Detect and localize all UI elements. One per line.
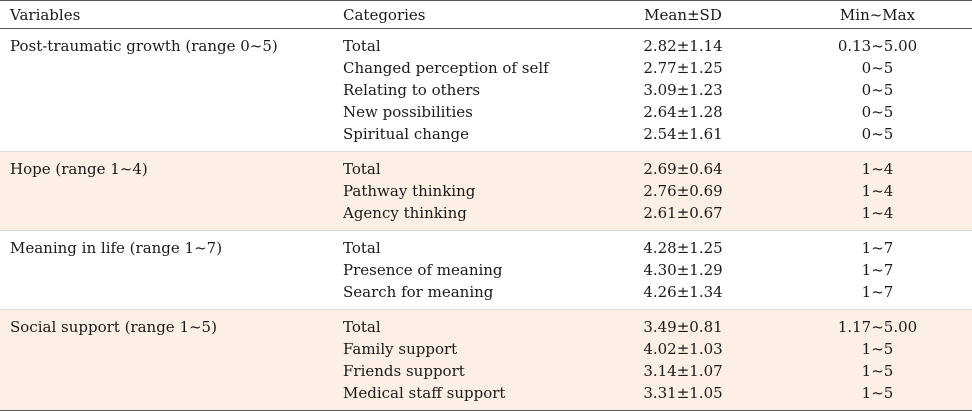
mean-sd-value: 2.76±0.69 [643, 182, 723, 200]
mean-sd-value: 2.64±1.28 [643, 103, 723, 121]
table-header: Variables Categories Mean±SD Min~Max [0, 0, 972, 29]
min-max-value: 1~7 [861, 239, 894, 257]
min-max-value: 1~5 [861, 340, 894, 358]
mean-sd-cell: 4.28±1.25 4.30±1.29 4.26±1.34 [583, 230, 783, 310]
category-label: Spiritual change [343, 125, 469, 143]
header-row: Variables Categories Mean±SD Min~Max [0, 0, 972, 29]
min-max-value: 1~7 [861, 283, 894, 301]
mean-sd-value: 4.28±1.25 [643, 239, 723, 257]
mean-sd-cell: 2.69±0.64 2.76±0.69 2.61±0.67 [583, 151, 783, 231]
category-label: Total [343, 37, 381, 55]
min-max-value: 1~4 [861, 204, 894, 222]
categories-cell: Total Changed perception of self Relatin… [333, 29, 583, 152]
min-max-value: 0~5 [861, 103, 894, 121]
category-label: Family support [343, 340, 458, 358]
variable-cell: Social support (range 1~5) [0, 309, 333, 411]
category-label: Friends support [343, 362, 465, 380]
min-max-value: 1~7 [861, 261, 894, 279]
header-mean-sd: Mean±SD [583, 0, 783, 29]
variable-cell: Meaning in life (range 1~7) [0, 230, 333, 310]
min-max-value: 1~5 [861, 362, 894, 380]
category-label: Agency thinking [343, 204, 467, 222]
mean-sd-value: 2.82±1.14 [643, 37, 723, 55]
min-max-value: 1.17~5.00 [837, 318, 918, 336]
min-max-value: 1~4 [861, 182, 894, 200]
category-label: Total [343, 318, 381, 336]
mean-sd-value: 3.49±0.81 [643, 318, 723, 336]
min-max-value: 0.13~5.00 [837, 37, 918, 55]
mean-sd-value: 3.09±1.23 [643, 81, 723, 99]
mean-sd-value: 2.54±1.61 [643, 125, 723, 143]
min-max-cell: 1~7 1~7 1~7 [783, 230, 972, 310]
category-label: Pathway thinking [343, 182, 476, 200]
category-label: Total [343, 239, 381, 257]
categories-cell: Total Pathway thinking Agency thinking [333, 151, 583, 231]
variable-cell: Post-traumatic growth (range 0~5) [10, 37, 278, 55]
category-label: Relating to others [343, 81, 481, 99]
header-categories: Categories [333, 0, 583, 29]
categories-cell: Total Presence of meaning Search for mea… [333, 230, 583, 310]
mean-sd-cell: 2.82±1.14 2.77±1.25 3.09±1.23 2.64±1.28 … [583, 29, 783, 152]
mean-sd-value: 4.02±1.03 [643, 340, 723, 358]
min-max-cell: 1.17~5.00 1~5 1~5 1~5 [783, 309, 972, 411]
min-max-value: 0~5 [861, 59, 894, 77]
min-max-value: 1~4 [861, 160, 894, 178]
variable-cell: Hope (range 1~4) [0, 151, 333, 231]
mean-sd-cell: 3.49±0.81 4.02±1.03 3.14±1.07 3.31±1.05 [583, 309, 783, 411]
mean-sd-value: 3.31±1.05 [643, 384, 723, 402]
category-label: New possibilities [343, 103, 473, 121]
header-variables: Variables [0, 0, 333, 29]
mean-sd-value: 2.77±1.25 [643, 59, 723, 77]
mean-sd-value: 2.61±0.67 [643, 204, 723, 222]
table-row-meaning-in-life: Meaning in life (range 1~7) Total Presen… [0, 230, 972, 310]
min-max-value: 1~5 [861, 384, 894, 402]
category-label: Total [343, 160, 381, 178]
mean-sd-value: 4.26±1.34 [643, 283, 723, 301]
mean-sd-value: 3.14±1.07 [643, 362, 723, 380]
table-row-social-support: Social support (range 1~5) Total Family … [0, 309, 972, 411]
category-label: Search for meaning [343, 283, 494, 301]
min-max-value: 0~5 [861, 125, 894, 143]
category-label: Presence of meaning [343, 261, 503, 279]
category-label: Medical staff support [343, 384, 506, 402]
mean-sd-value: 2.69±0.64 [643, 160, 723, 178]
category-label: Changed perception of self [343, 59, 549, 77]
categories-cell: Total Family support Friends support Med… [333, 309, 583, 411]
min-max-value: 0~5 [861, 81, 894, 99]
mean-sd-value: 4.30±1.29 [643, 261, 723, 279]
min-max-cell: 1~4 1~4 1~4 [783, 151, 972, 231]
min-max-cell: 0.13~5.00 0~5 0~5 0~5 0~5 [783, 29, 972, 152]
table-row-post-traumatic-growth: Post-traumatic growth (range 0~5) Total … [0, 29, 972, 152]
table-row-hope: Hope (range 1~4) Total Pathway thinking … [0, 151, 972, 231]
header-min-max: Min~Max [783, 0, 972, 29]
